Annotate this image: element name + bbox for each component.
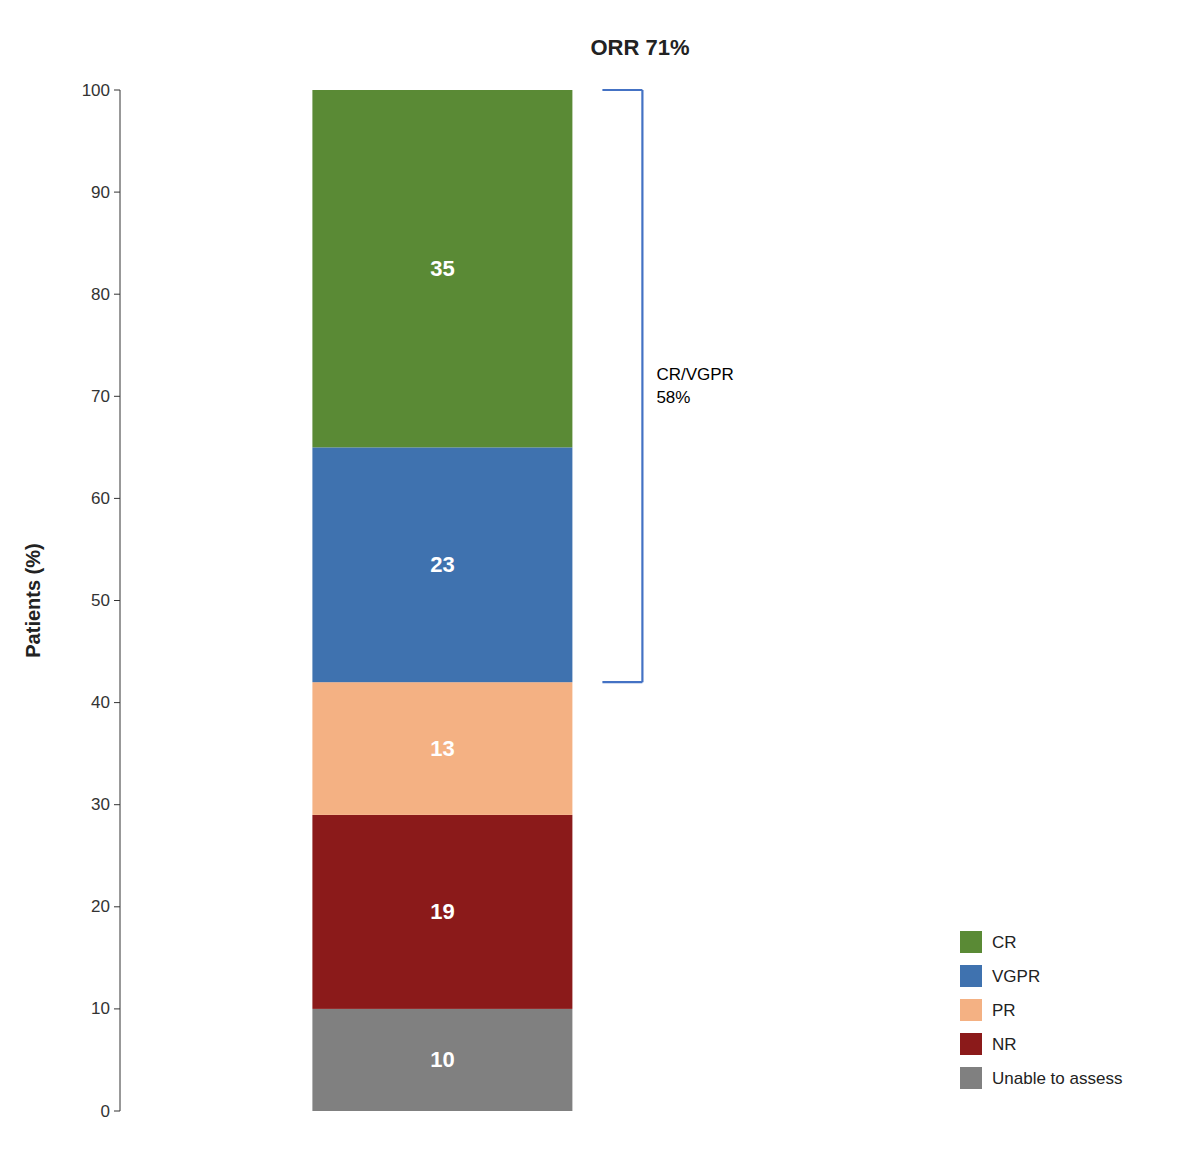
chart-container: 0 10 20 30 40 50 60 70 80 90 100 Patients (%) ORR 71… <box>0 0 1200 1161</box>
y-tick <box>114 702 120 703</box>
chart: 0 10 20 30 40 50 60 70 80 90 100 Patients (%) ORR 71… <box>0 0 1200 1161</box>
bar-segment <box>312 90 572 447</box>
y-tick <box>114 600 120 601</box>
y-tick <box>114 906 120 907</box>
bracket-line <box>641 90 643 682</box>
y-tick <box>114 294 120 295</box>
bar-segment <box>312 815 572 1009</box>
legend-swatch <box>960 965 982 987</box>
bar-segment <box>312 1009 572 1111</box>
y-tick <box>114 498 120 499</box>
chart-title: ORR 71% <box>590 35 689 60</box>
y-tick-label: 50 <box>91 591 110 610</box>
y-tick-label: 40 <box>91 693 110 712</box>
bars <box>312 90 572 1111</box>
bracket-label: CR/VGPR <box>656 365 733 384</box>
y-tick-label: 10 <box>91 999 110 1018</box>
legend-label: Unable to assess <box>992 1069 1122 1088</box>
data-label: 10 <box>430 1047 454 1072</box>
y-tick-label: 100 <box>82 81 110 100</box>
data-label: 23 <box>430 552 454 577</box>
legend-label: CR <box>992 933 1017 952</box>
y-tick-label: 20 <box>91 897 110 916</box>
y-tick <box>114 804 120 805</box>
legend-swatch <box>960 999 982 1021</box>
y-tick-label: 90 <box>91 183 110 202</box>
data-label: 19 <box>430 899 454 924</box>
legend-swatch <box>960 1033 982 1055</box>
legend: CR VGPR PR NR Unable to assess <box>960 931 1122 1089</box>
y-tick <box>114 192 120 193</box>
y-tick <box>114 396 120 397</box>
y-tick-label: 30 <box>91 795 110 814</box>
bar-segment <box>312 447 572 682</box>
bracket-tick <box>602 89 642 91</box>
y-tick <box>114 1008 120 1009</box>
data-label: 35 <box>430 256 454 281</box>
legend-swatch <box>960 1067 982 1089</box>
bar-segment <box>312 682 572 815</box>
y-tick-label: 70 <box>91 387 110 406</box>
y-tick-label: 60 <box>91 489 110 508</box>
y-tick <box>114 90 120 91</box>
bracket-label: 58% <box>656 388 690 407</box>
background <box>0 0 1200 1161</box>
y-axis-label: Patients (%) <box>22 543 44 657</box>
y-tick <box>114 1111 120 1112</box>
bracket-tick <box>602 681 642 683</box>
legend-label: NR <box>992 1035 1017 1054</box>
legend-label: VGPR <box>992 967 1040 986</box>
y-tick-label: 80 <box>91 285 110 304</box>
legend-label: PR <box>992 1001 1016 1020</box>
legend-swatch <box>960 931 982 953</box>
y-tick-label: 0 <box>101 1102 110 1121</box>
data-label: 13 <box>430 736 454 761</box>
